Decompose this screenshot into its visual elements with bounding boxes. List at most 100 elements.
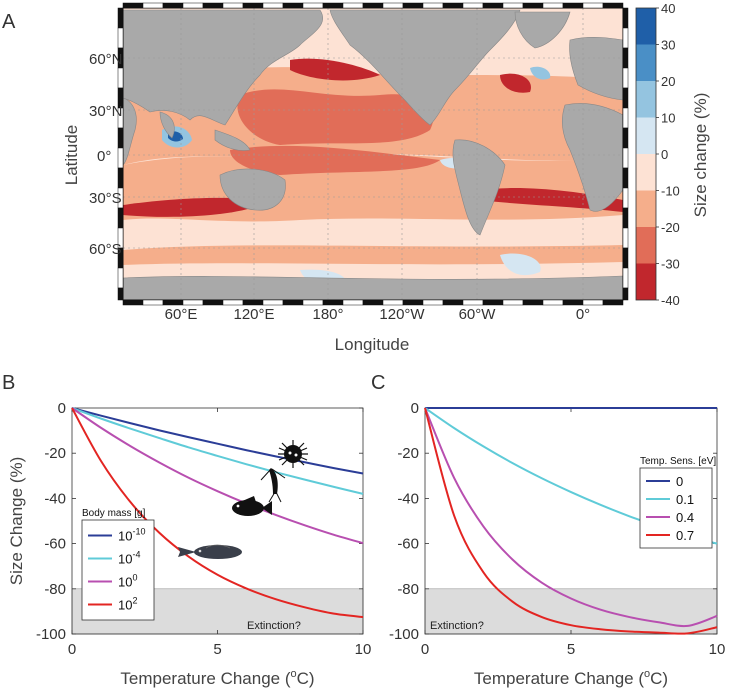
map-ytick: 60°S (89, 241, 122, 258)
map-land-africa-east (122, 97, 137, 166)
map-xtick: 60°E (165, 306, 198, 323)
panel-a-letter: A (2, 11, 16, 33)
organism-icons (178, 440, 308, 559)
map-frame-segment (582, 299, 604, 306)
series-line (71, 407, 364, 619)
map-land-north-america (329, 9, 521, 126)
map-frame-segment (302, 299, 324, 306)
colorbar-tick-label: 20 (661, 74, 675, 89)
map-frame-segment (362, 299, 384, 306)
map-frame-segment (502, 299, 524, 306)
colorbar-swatch (636, 227, 656, 264)
map-frame-segment (222, 299, 244, 306)
map-frame-segment (382, 299, 404, 306)
map-ytick: 0° (97, 148, 111, 165)
map-y-label: Latitude (62, 125, 81, 186)
map-land-africa (561, 103, 624, 212)
map-frame-segment (117, 7, 124, 29)
x-tick-label: 10 (709, 641, 726, 658)
colorbar-tick-label: -10 (661, 184, 680, 199)
colorbar-swatch (636, 190, 656, 227)
map-frame-segment (502, 2, 524, 9)
colorbar-tick-label: -40 (661, 293, 680, 308)
map-frame-segment (622, 87, 629, 109)
colorbar-swatch (636, 154, 656, 191)
map-frame-segment (562, 299, 584, 306)
map-contour-band (123, 245, 623, 265)
map-frame-segment (162, 299, 184, 306)
map-contour-band (123, 197, 270, 217)
series-line (424, 407, 718, 628)
map-frame-segment (182, 299, 204, 306)
map-cooling-patch (500, 253, 541, 276)
y-tick-label: -40 (44, 490, 66, 507)
map-ytick: 30°S (89, 190, 122, 207)
map-frame-segment (602, 2, 624, 9)
y-tick-label: -20 (44, 445, 66, 462)
map-frame-segment (382, 2, 404, 9)
map-frame-segment (402, 2, 424, 9)
map-frame-segment (202, 2, 224, 9)
map-frame-segment (622, 147, 629, 169)
y-tick-label: -40 (397, 490, 419, 507)
legend-entry: 10-4 (118, 550, 140, 567)
map-land-south-america (452, 139, 506, 236)
y-tick-label: -100 (36, 626, 66, 643)
extinction-label: Extinction? (430, 620, 484, 632)
map-frame (117, 2, 629, 306)
map-frame-segment (622, 227, 629, 249)
map-frame-segment (262, 299, 284, 306)
map-frame-segment (162, 2, 184, 9)
cuttlefish-icon (178, 544, 242, 559)
map-frame-segment (622, 247, 629, 269)
map-frame-segment (362, 2, 384, 9)
legend-entry: 102 (118, 596, 137, 613)
map-land-indonesia (214, 129, 251, 151)
map-contour-band (500, 73, 531, 93)
map-frame-segment (122, 2, 144, 9)
map-gridlines (123, 8, 623, 300)
series-line (424, 407, 718, 635)
map-frame-segment (622, 187, 629, 209)
y-tick-label: 0 (411, 400, 419, 417)
legend-entry: 0 (676, 474, 683, 489)
map-frame-segment (342, 2, 364, 9)
map-land-australia (219, 168, 286, 211)
map-frame-segment (462, 2, 484, 9)
legend-title: Temp. Sens. [eV] (640, 456, 716, 467)
map-frame-segment (182, 2, 204, 9)
x-tick-label: 5 (567, 641, 575, 658)
colorbar-swatch (636, 8, 656, 45)
map-frame-segment (482, 299, 504, 306)
map-frame-segment (222, 2, 244, 9)
map-frame-segment (482, 2, 504, 9)
y-axis-label: Size Change (%) (7, 457, 26, 586)
x-tick-label: 0 (421, 641, 429, 658)
map-frame-segment (322, 2, 344, 9)
map-land-eurasia (122, 9, 323, 126)
colorbar-tick-label: -30 (661, 257, 680, 272)
series-line (71, 407, 364, 475)
map-frame-segment (117, 147, 124, 169)
map-frame-segment (117, 67, 124, 89)
urchin-icon (278, 440, 308, 468)
map-frame-segment (117, 287, 124, 301)
map-land-india (159, 111, 175, 139)
map-frame-segment (242, 299, 264, 306)
colorbar-swatch (636, 117, 656, 154)
map-frame-segment (442, 299, 464, 306)
map-frame-segment (142, 2, 164, 9)
map-frame-segment (122, 299, 144, 306)
map-frame-segment (622, 267, 629, 289)
map-frame-segment (262, 2, 284, 9)
series-line (71, 407, 364, 545)
map-frame-segment (602, 299, 624, 306)
fish-icon (232, 496, 272, 516)
map-ytick: 60°N (89, 51, 123, 68)
legend-entry: 0.1 (676, 492, 694, 507)
map-contour-band (230, 145, 440, 175)
map-frame-segment (117, 127, 124, 149)
colorbar-tick-label: 0 (661, 147, 668, 162)
map-frame-segment (622, 167, 629, 189)
